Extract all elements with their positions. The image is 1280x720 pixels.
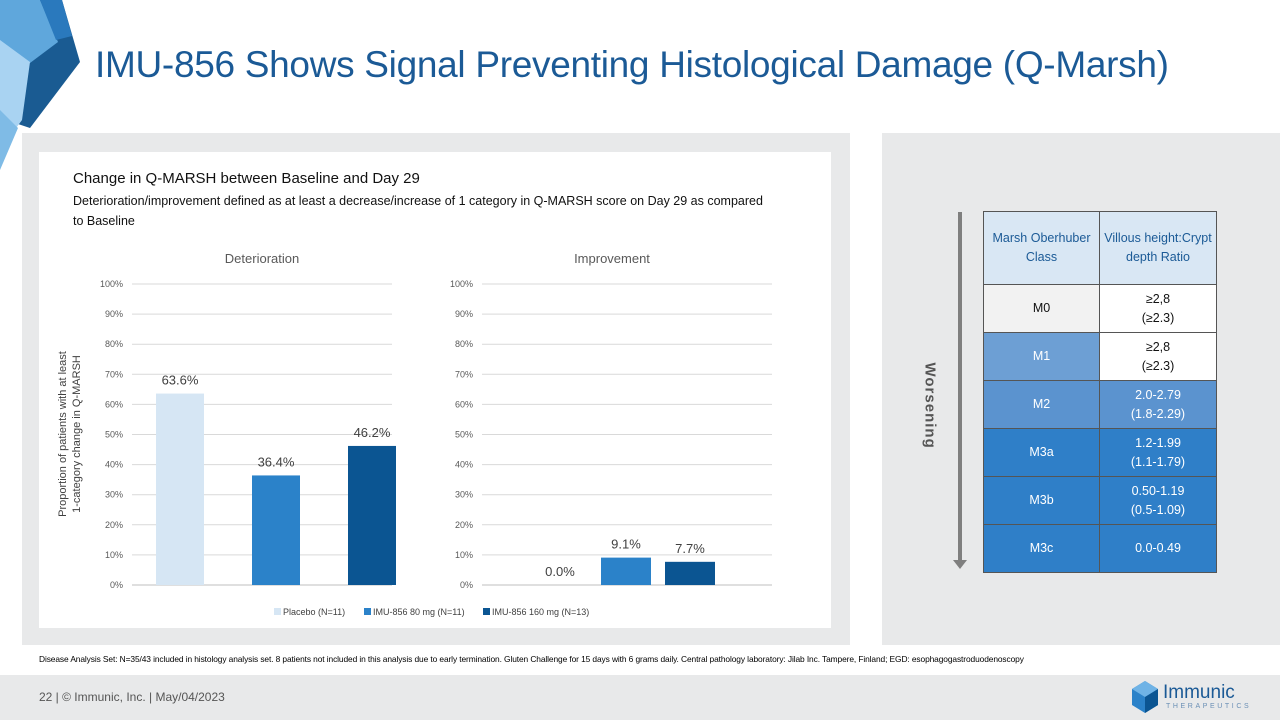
- y-tick-label: 50%: [455, 430, 473, 440]
- marsh-row: M3c 0.0-0.49: [983, 524, 1217, 573]
- data-label: 63.6%: [162, 373, 199, 388]
- y-tick-label: 60%: [105, 399, 123, 409]
- marsh-row: M3a 1.2-1.99 (1.1-1.79): [983, 428, 1217, 477]
- legend-label: Placebo (N=11): [283, 607, 345, 617]
- y-tick-label: 80%: [455, 339, 473, 349]
- marsh-ratio-line: ≥2,8: [1145, 291, 1171, 306]
- y-tick-label: 100%: [450, 279, 473, 289]
- footer-bar: [0, 675, 1280, 720]
- marsh-ratio-line: (≥2.3): [1141, 310, 1175, 325]
- marsh-ratio-cell: ≥2,8 (≥2.3): [1099, 332, 1217, 381]
- marsh-table: Marsh Oberhuber Class Villous height:Cry…: [983, 211, 1217, 573]
- marsh-class-cell: M2: [983, 380, 1100, 429]
- chart-1-title: Improvement: [574, 251, 650, 266]
- y-tick-label: 50%: [105, 430, 123, 440]
- marsh-ratio-cell: 0.50-1.19 (0.5-1.09): [1099, 476, 1217, 525]
- bar: [665, 561, 715, 585]
- y-tick-label: 0%: [460, 580, 473, 590]
- marsh-ratio-line: 0.50-1.19: [1131, 483, 1185, 498]
- marsh-ratio-cell: 0.0-0.49: [1099, 524, 1217, 573]
- y-axis-label-line1: Proportion of patients with at least: [57, 351, 69, 517]
- marsh-ratio-line: (0.5-1.09): [1130, 502, 1186, 517]
- marsh-ratio-line: (≥2.3): [1141, 358, 1175, 373]
- marsh-ratio-cell: 1.2-1.99 (1.1-1.79): [1099, 428, 1217, 477]
- y-tick-label: 90%: [455, 309, 473, 319]
- marsh-row: M3b 0.50-1.19 (0.5-1.09): [983, 476, 1217, 525]
- marsh-class-cell: M3b: [983, 476, 1100, 525]
- worsening-arrow-icon: [953, 212, 967, 569]
- marsh-class-cell: M0: [983, 284, 1100, 333]
- logo-tagline: THERAPEUTICS: [1166, 703, 1252, 710]
- y-tick-label: 70%: [455, 369, 473, 379]
- marsh-ratio-cell: 2.0-2.79 (1.8-2.29): [1099, 380, 1217, 429]
- y-axis-label-line2: 1-category change in Q-MARSH: [71, 355, 83, 513]
- marsh-header-ratio: Villous height:Crypt depth Ratio: [1099, 211, 1217, 285]
- data-label: 9.1%: [611, 537, 641, 552]
- y-tick-label: 10%: [105, 550, 123, 560]
- marsh-ratio-line: ≥2,8: [1145, 339, 1171, 354]
- legend-swatch: [364, 608, 371, 615]
- chart-title: Change in Q-MARSH between Baseline and D…: [73, 170, 420, 187]
- chart-subtitle: Deterioration/improvement defined as at …: [73, 194, 763, 228]
- y-tick-label: 70%: [105, 369, 123, 379]
- legend-label: IMU-856 160 mg (N=13): [492, 607, 589, 617]
- corner-decoration: [0, 0, 80, 170]
- bar: [601, 557, 651, 585]
- bar: [156, 393, 204, 585]
- marsh-ratio-cell: ≥2,8 (≥2.3): [1099, 284, 1217, 333]
- data-label: 46.2%: [354, 425, 391, 440]
- immunic-logo-icon: [1132, 681, 1158, 713]
- y-tick-label: 0%: [110, 580, 123, 590]
- marsh-row: M2 2.0-2.79 (1.8-2.29): [983, 380, 1217, 429]
- legend-swatch: [274, 608, 281, 615]
- marsh-ratio-line: 1.2-1.99: [1135, 435, 1181, 450]
- marsh-ratio-line: 0.0-0.49: [1135, 541, 1181, 555]
- marsh-ratio-line: 2.0-2.79: [1135, 387, 1181, 402]
- footer-info: 22 | © Immunic, Inc. | May/04/2023: [39, 690, 225, 704]
- worsening-label: Worsening: [921, 362, 939, 449]
- marsh-class-cell: M3c: [983, 524, 1100, 573]
- y-tick-label: 60%: [455, 399, 473, 409]
- legend-label: IMU-856 80 mg (N=11): [373, 607, 465, 617]
- marsh-header-row: Marsh Oberhuber Class Villous height:Cry…: [983, 211, 1217, 285]
- page-title: IMU-856 Shows Signal Preventing Histolog…: [95, 44, 1169, 85]
- legend-swatch: [483, 608, 490, 615]
- y-tick-label: 100%: [100, 279, 123, 289]
- marsh-row: M0 ≥2,8 (≥2.3): [983, 284, 1217, 333]
- bar: [252, 475, 300, 585]
- y-tick-label: 20%: [105, 520, 123, 530]
- marsh-header-class: Marsh Oberhuber Class: [983, 211, 1100, 285]
- logo-name: Immunic: [1163, 682, 1235, 703]
- data-label: 7.7%: [675, 541, 705, 556]
- chart-0-title: Deterioration: [225, 251, 299, 266]
- data-label: 0.0%: [545, 564, 575, 579]
- marsh-row: M1 ≥2,8 (≥2.3): [983, 332, 1217, 381]
- y-tick-label: 90%: [105, 309, 123, 319]
- marsh-ratio-line: (1.8-2.29): [1130, 406, 1186, 421]
- y-tick-label: 10%: [455, 550, 473, 560]
- data-label: 36.4%: [258, 454, 295, 469]
- y-tick-label: 40%: [105, 460, 123, 470]
- y-tick-label: 30%: [455, 490, 473, 500]
- y-tick-label: 80%: [105, 339, 123, 349]
- y-tick-label: 20%: [455, 520, 473, 530]
- marsh-ratio-line: (1.1-1.79): [1130, 454, 1186, 469]
- footnote: Disease Analysis Set: N=35/43 included i…: [39, 654, 1024, 664]
- y-tick-label: 30%: [105, 490, 123, 500]
- marsh-class-cell: M1: [983, 332, 1100, 381]
- y-tick-label: 40%: [455, 460, 473, 470]
- marsh-class-cell: M3a: [983, 428, 1100, 477]
- bar: [348, 445, 396, 585]
